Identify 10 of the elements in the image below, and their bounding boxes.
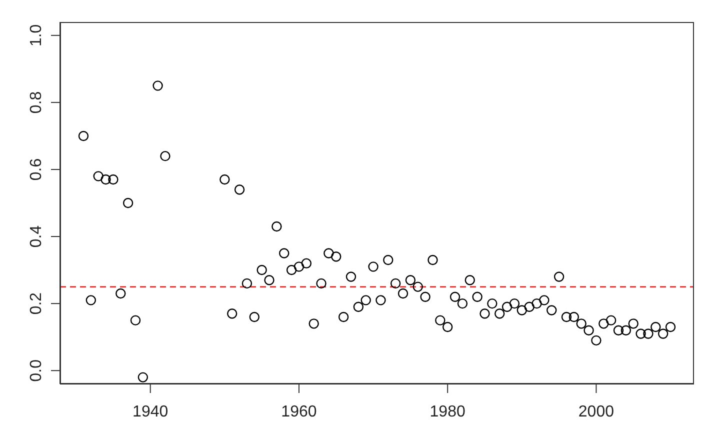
y-tick-label: 0.2 [28, 292, 45, 315]
y-tick-label: 0.8 [28, 91, 45, 114]
x-tick-label: 1940 [132, 403, 168, 420]
x-tick-label: 1980 [430, 403, 466, 420]
y-tick-label: 0.0 [28, 359, 45, 382]
y-tick-label: 0.6 [28, 158, 45, 181]
x-tick-label: 1960 [281, 403, 317, 420]
x-tick-label: 2000 [578, 403, 614, 420]
y-tick-label: 0.4 [28, 225, 45, 248]
y-tick-label: 1.0 [28, 24, 45, 47]
